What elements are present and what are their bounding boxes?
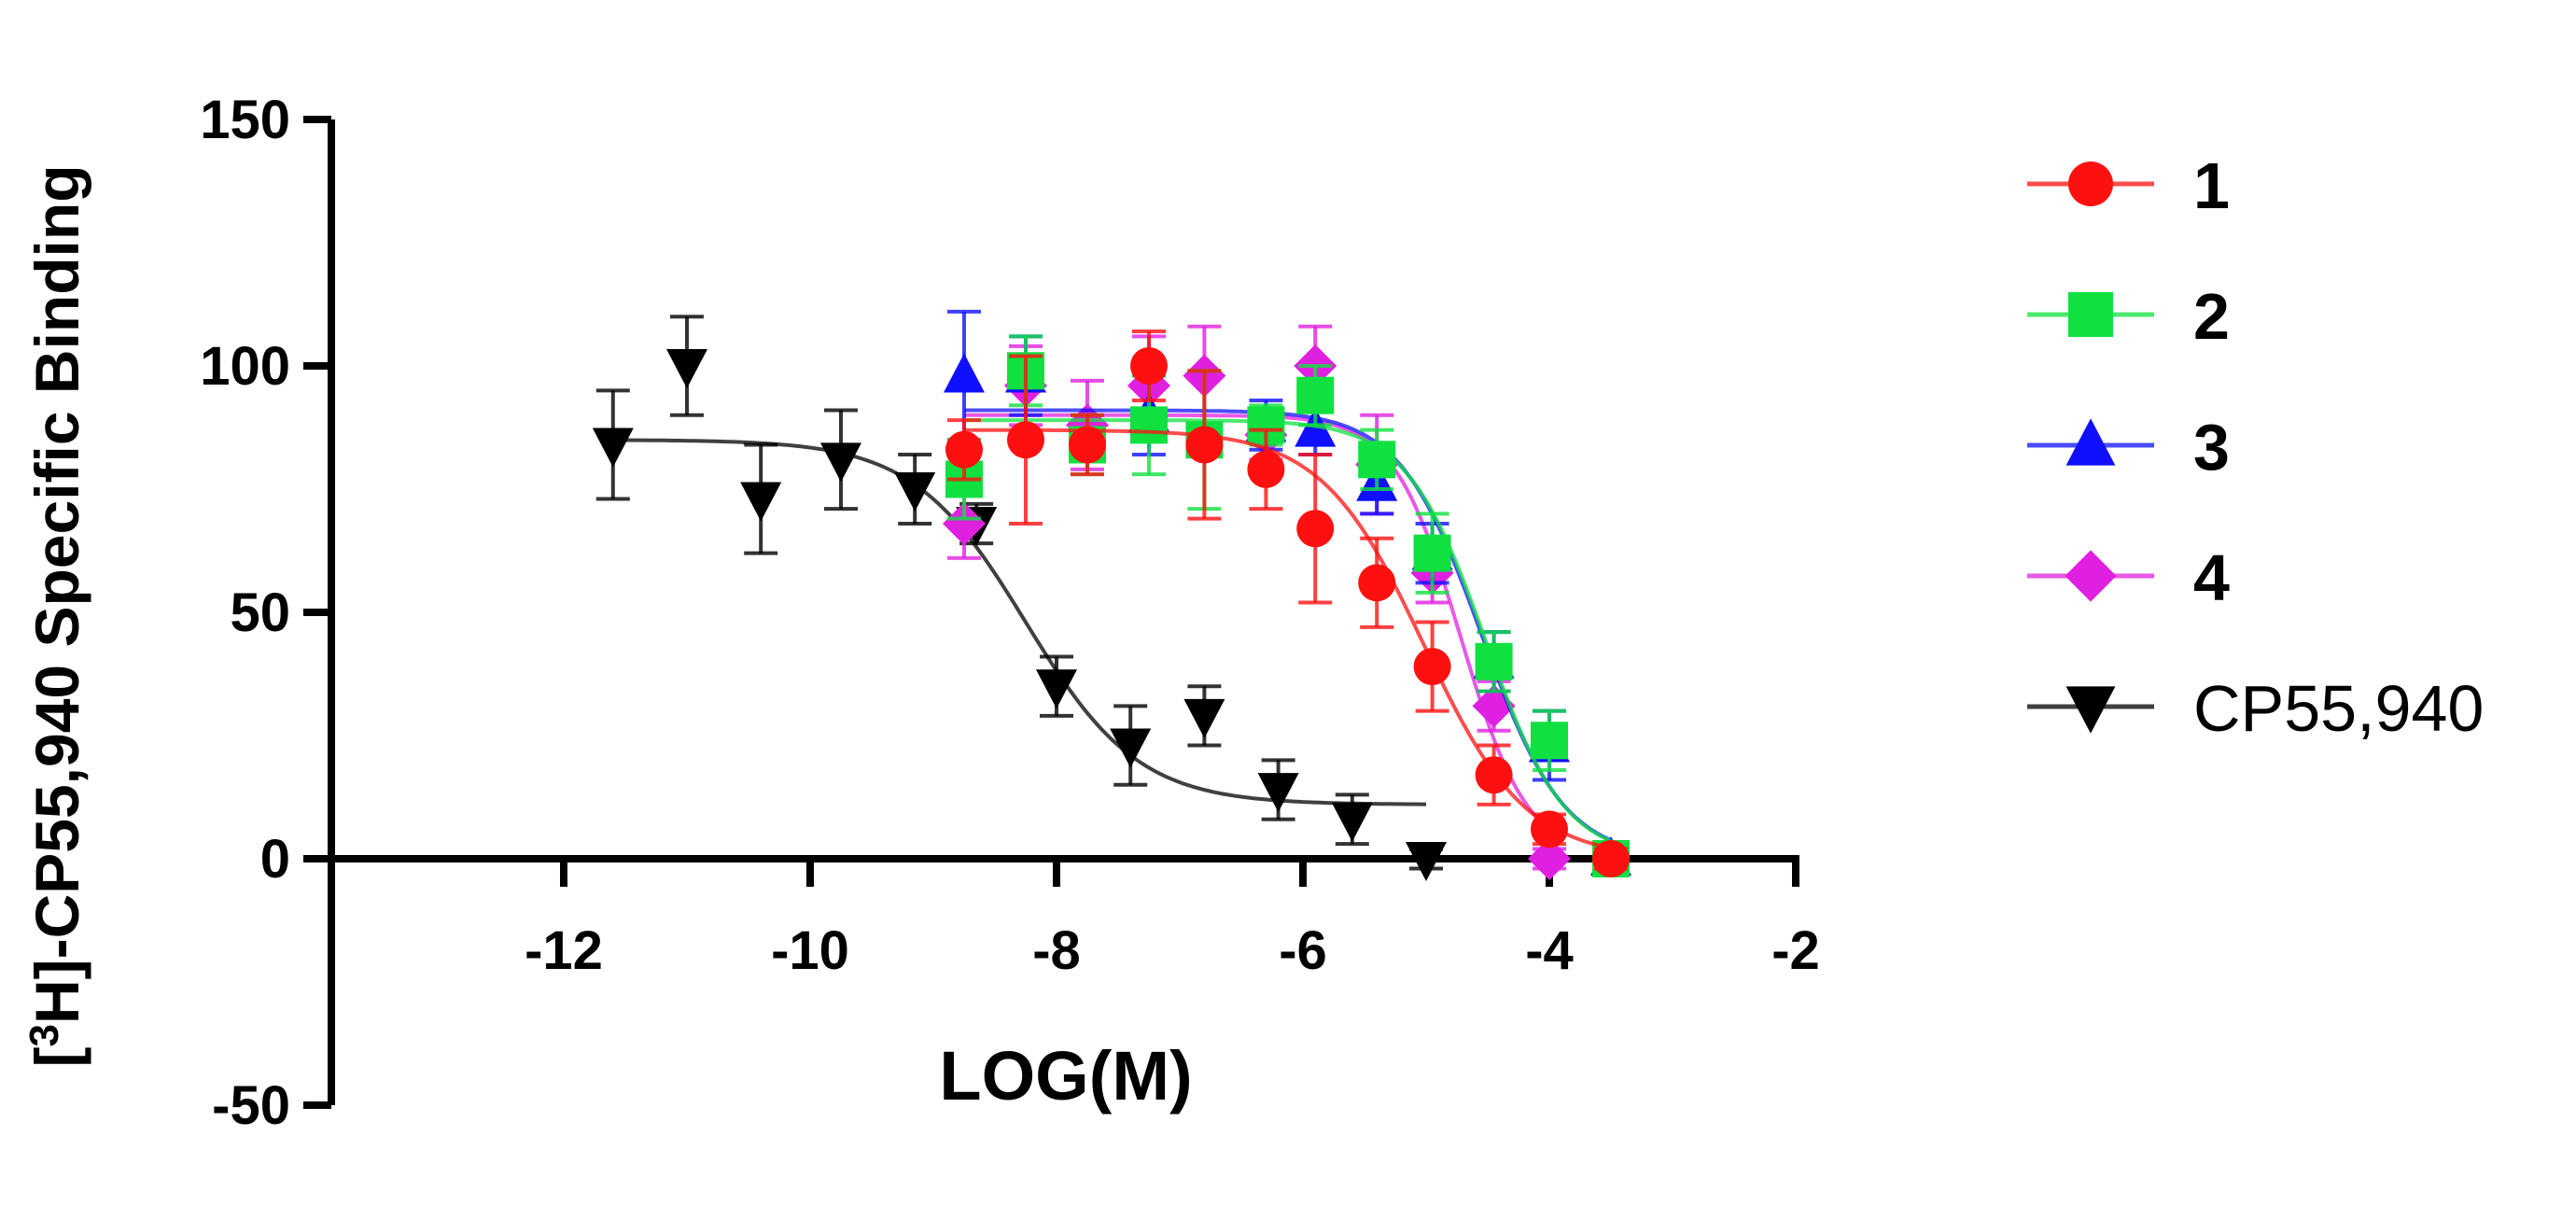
data-point	[1296, 510, 1335, 548]
legend-label: 2	[2193, 280, 2230, 353]
data-point	[1036, 669, 1077, 709]
data-point	[1069, 426, 1106, 464]
data-point	[1130, 406, 1168, 444]
data-point	[1183, 698, 1225, 738]
x-tick-label: -6	[1279, 920, 1327, 981]
x-axis-title: LOG(M)	[939, 1037, 1192, 1115]
data-point	[1528, 837, 1571, 880]
data-point	[1413, 534, 1451, 572]
x-tick-label: -8	[1032, 920, 1081, 981]
data-point	[1130, 347, 1168, 385]
y-tick-label: 150	[200, 90, 290, 150]
legend-marker	[2065, 550, 2117, 602]
legend-marker	[2068, 161, 2113, 206]
legend-marker	[2065, 418, 2116, 466]
data-point	[666, 349, 707, 388]
data-point	[1406, 842, 1447, 881]
data-point	[1247, 450, 1285, 488]
data-point	[1185, 426, 1224, 464]
data-point	[1413, 648, 1451, 686]
data-point	[740, 482, 782, 522]
y-axis-title-superscript: 3	[21, 1024, 67, 1046]
data-point	[1331, 802, 1373, 842]
y-axis-title-rest: H]-CP55,940 Specific Binding	[22, 164, 91, 1024]
y-axis-title: [3H]-CP55,940 Specific Binding	[21, 164, 91, 1067]
legend-label: 4	[2193, 541, 2230, 614]
legend-marker	[2065, 686, 2116, 734]
y-tick-label: 50	[230, 582, 290, 643]
axes: -50 0 50 100 150 -12 -10 -8 -6 -4 -2	[200, 90, 1820, 1136]
data-point	[1007, 421, 1044, 459]
data-point	[1531, 810, 1568, 848]
data-point	[1475, 642, 1513, 680]
data-point	[1592, 840, 1630, 877]
legend-label: CP55,940	[2193, 672, 2484, 745]
y-tick-label: -50	[212, 1075, 290, 1136]
legend-item: 2	[2027, 280, 2230, 353]
series-CP55940	[592, 315, 1447, 881]
legend-label: 3	[2193, 411, 2230, 484]
data-point	[1296, 376, 1335, 414]
data-point	[1531, 722, 1568, 760]
x-tick-label: -2	[1771, 920, 1820, 981]
data-point	[1475, 756, 1513, 794]
data-point	[1358, 441, 1396, 479]
data-point	[820, 442, 861, 483]
x-tick-label: -10	[771, 920, 849, 981]
fit-curve	[612, 438, 1426, 806]
legend-item: 3	[2027, 411, 2230, 484]
fit-curve	[964, 418, 1612, 843]
x-tick-label: -12	[525, 920, 603, 981]
y-tick-label: 0	[260, 829, 290, 890]
series-1	[945, 330, 1630, 877]
data-point	[1257, 773, 1299, 813]
data-point	[945, 430, 983, 469]
x-tick-label: -4	[1525, 920, 1574, 981]
data-point	[894, 472, 936, 512]
legend-marker	[2068, 292, 2113, 337]
legend-item: CP55,940	[2027, 672, 2484, 745]
y-tick-label: 100	[200, 336, 290, 397]
plot-area	[592, 309, 1631, 881]
data-point	[943, 501, 986, 545]
data-point	[1358, 564, 1396, 602]
data-point	[944, 353, 985, 393]
legend-item: 1	[2027, 149, 2230, 222]
legend-item: 4	[2027, 541, 2230, 614]
y-axis-title-prefix: [	[22, 1047, 91, 1068]
data-point	[592, 428, 634, 468]
legend-label: 1	[2193, 149, 2230, 222]
legend: 1 2 3 4 CP55,940	[2027, 149, 2484, 745]
data-point	[1110, 728, 1152, 768]
